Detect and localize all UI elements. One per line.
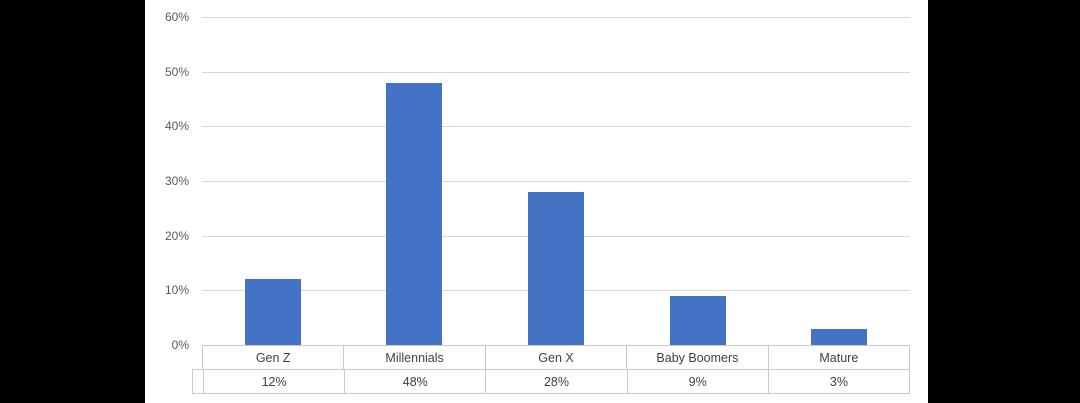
legend-key-cell (193, 370, 203, 393)
y-axis-tick-label: 0% (171, 338, 189, 352)
y-axis-tick-label: 60% (164, 10, 189, 24)
value-cell: 48% (344, 370, 485, 393)
category-cell: Baby Boomers (626, 346, 767, 369)
gridline (202, 17, 910, 18)
category-cell: Mature (767, 346, 909, 369)
chart-panel: 0% 10% 20% 30% 40% 50% 60% Gen Z Millennials Gen… (145, 0, 928, 403)
category-cell: Gen X (484, 346, 626, 369)
bar-gen-z (244, 279, 301, 345)
y-axis-tick-label: 50% (164, 64, 189, 79)
category-cell: Gen Z (255, 350, 291, 365)
value-cell: 9% (626, 370, 768, 393)
bar-millennials (386, 82, 443, 345)
y-axis-tick-label: 40% (164, 119, 189, 134)
value-cell: 3% (767, 370, 909, 393)
y-axis-tick-label: 30% (164, 174, 189, 188)
bar-gen-x (528, 191, 584, 345)
data-table-value-row: 12% 48% 28% 9% 3% (192, 369, 910, 394)
value-cell: 28% (485, 370, 626, 393)
y-axis-tick-label: 20% (164, 228, 189, 243)
data-table-header-row: Gen Z Millennials Gen X Baby Boomers Mature (202, 345, 910, 369)
value-cell: 12% (203, 370, 344, 393)
bar-mature (811, 328, 868, 345)
bar-baby-boomers (669, 295, 726, 345)
gridline (202, 181, 910, 182)
category-cell: Millennials (343, 346, 484, 369)
gridline (202, 71, 910, 73)
y-axis-tick-label: 10% (164, 283, 189, 298)
gridline (202, 126, 910, 128)
